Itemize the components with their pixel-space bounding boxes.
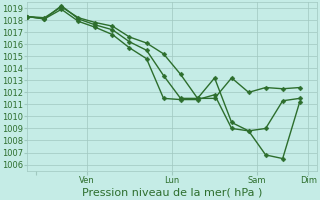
X-axis label: Pression niveau de la mer( hPa ): Pression niveau de la mer( hPa )	[82, 188, 262, 198]
